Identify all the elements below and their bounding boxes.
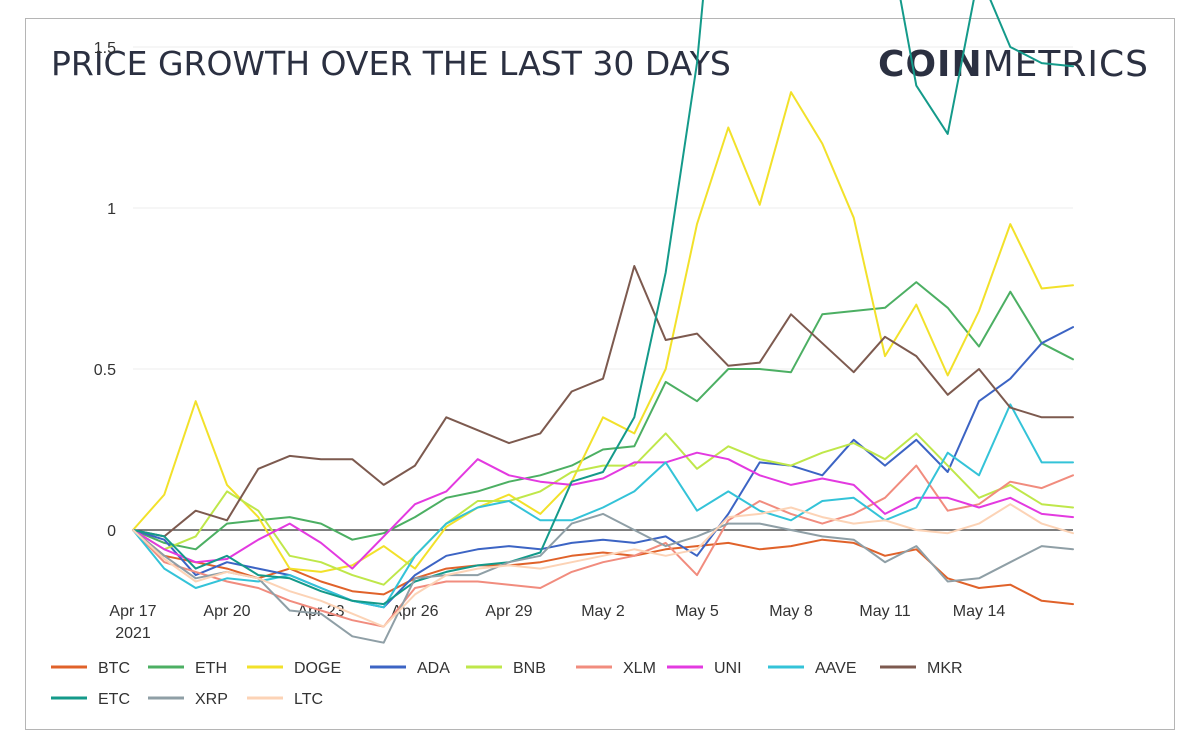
legend-label: ADA	[417, 660, 450, 677]
legend-item-aave[interactable]: AAVE	[768, 660, 857, 677]
x-tick-label: May 5	[675, 603, 719, 620]
legend-item-etc[interactable]: ETC	[51, 691, 130, 708]
y-tick-label: 0.5	[94, 362, 116, 379]
legend-item-btc[interactable]: BTC	[51, 660, 130, 677]
legend-item-bnb[interactable]: BNB	[466, 660, 546, 677]
legend-item-uni[interactable]: UNI	[667, 660, 742, 677]
y-tick-label: 0	[107, 523, 116, 540]
x-tick-label: May 8	[769, 603, 813, 620]
legend-label: BNB	[513, 660, 546, 677]
legend-label: BTC	[98, 660, 130, 677]
legend-item-xrp[interactable]: XRP	[148, 691, 228, 708]
legend[interactable]: BTC ETH DOGE ADA BNB XLM UNI AAVE MKR ETC XRP LTC	[51, 660, 963, 708]
series-line-aave	[132, 403, 1074, 609]
chart-title: PRICE GROWTH OVER THE LAST 30 DAYS	[51, 44, 731, 83]
series-line-ltc	[132, 503, 1074, 628]
x-tick-label: Apr 17	[109, 603, 156, 620]
legend-item-ltc[interactable]: LTC	[247, 691, 323, 708]
y-axis-ticks: 21.510.50	[94, 40, 116, 540]
y-tick-label: 1	[107, 201, 116, 218]
legend-item-doge[interactable]: DOGE	[247, 660, 341, 677]
brand-logo-light: METRICS	[982, 44, 1149, 85]
series-lines	[132, 0, 1074, 644]
x-tick-label: May 11	[859, 603, 910, 620]
legend-label: MKR	[927, 660, 963, 677]
x-tick-label: May 14	[953, 603, 1006, 620]
x-tick-label: May 2	[581, 603, 625, 620]
series-line-eth	[132, 281, 1074, 551]
legend-item-mkr[interactable]: MKR	[880, 660, 963, 677]
legend-label: XRP	[195, 691, 228, 708]
y-tick-label: 1.5	[94, 40, 116, 57]
legend-label: ETC	[98, 691, 130, 708]
gridlines	[133, 46, 1073, 531]
legend-label: LTC	[294, 691, 323, 708]
x-tick-year-label: 2021	[115, 625, 151, 642]
series-line-doge	[132, 91, 1074, 573]
legend-item-eth[interactable]: ETH	[148, 660, 227, 677]
series-line-etc	[132, 0, 1074, 606]
legend-label: ETH	[195, 660, 227, 677]
series-line-xlm	[132, 464, 1074, 628]
x-tick-label: Apr 20	[203, 603, 250, 620]
legend-label: AAVE	[815, 660, 857, 677]
series-line-xrp	[132, 512, 1074, 644]
legend-item-ada[interactable]: ADA	[370, 660, 450, 677]
brand-logo: COINMETRICS	[878, 44, 1149, 85]
legend-label: UNI	[714, 660, 742, 677]
series-line-uni	[132, 451, 1074, 570]
series-line-mkr	[132, 265, 1074, 538]
series-line-bnb	[132, 432, 1074, 586]
legend-label: DOGE	[294, 660, 341, 677]
x-tick-label: Apr 29	[485, 603, 532, 620]
legend-label: XLM	[623, 660, 656, 677]
legend-item-xlm[interactable]: XLM	[576, 660, 656, 677]
